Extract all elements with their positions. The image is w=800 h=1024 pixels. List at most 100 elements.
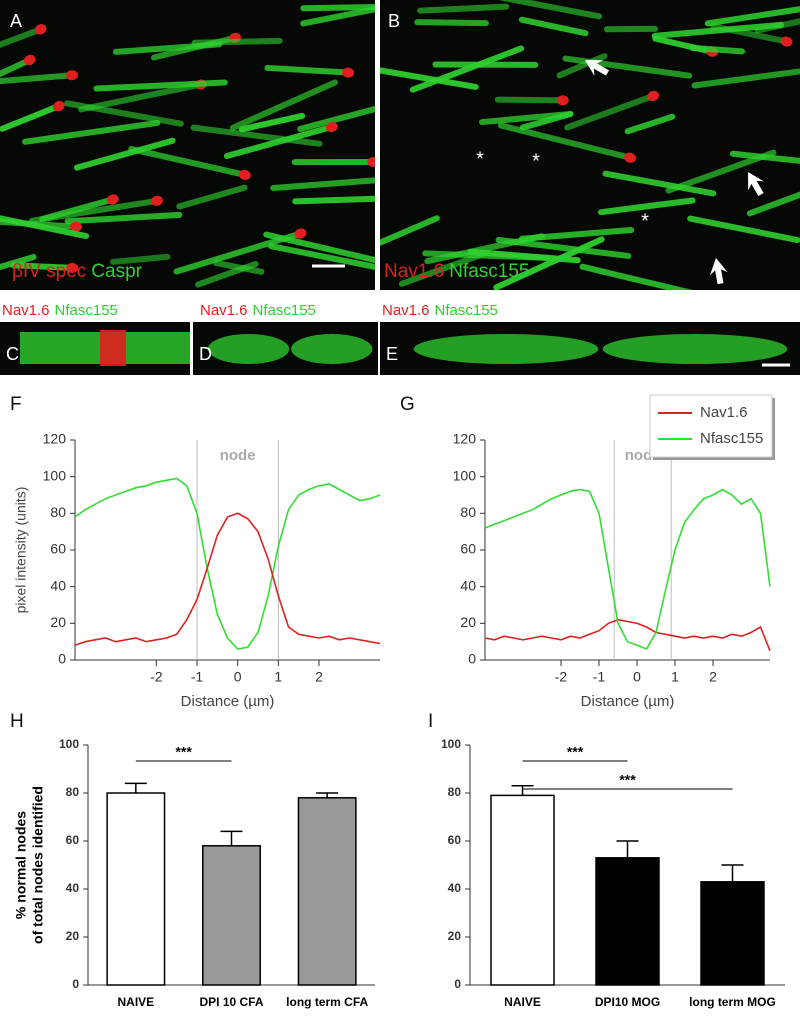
y-axis-label: % normal nodes xyxy=(13,811,29,919)
bar xyxy=(490,794,555,986)
x-tick-label: -1 xyxy=(593,669,606,685)
x-tick-label: 1 xyxy=(671,669,679,685)
panel-label: D xyxy=(199,344,212,364)
stain-label: Nav1.6 Nfasc155 xyxy=(2,302,118,319)
axon-segment xyxy=(414,19,489,27)
axon-segment xyxy=(380,215,440,270)
y-tick-label: 0 xyxy=(454,977,461,991)
y-tick-label: 20 xyxy=(66,929,80,943)
panel-label: F xyxy=(10,394,22,415)
axon-segment xyxy=(10,262,73,271)
y-tick-label: 40 xyxy=(50,577,66,593)
axon-segment xyxy=(93,79,228,92)
stain-name: Nav1.6 xyxy=(384,261,444,282)
axon-segment xyxy=(0,254,37,281)
legend-label: Nfasc155 xyxy=(700,430,763,447)
axon-segment xyxy=(398,249,490,287)
axon-segment xyxy=(494,96,563,104)
node-stain xyxy=(66,70,79,81)
significance-label: *** xyxy=(619,772,636,788)
error-bar xyxy=(220,830,243,846)
axon-segment xyxy=(264,64,349,76)
y-tick-label: 20 xyxy=(448,929,462,943)
error-bar xyxy=(124,782,147,793)
stain-name: Nfasc155 xyxy=(435,302,498,319)
y-tick-label: 80 xyxy=(448,785,462,799)
paranode xyxy=(602,334,788,364)
bar xyxy=(297,797,357,986)
y-tick-label: 60 xyxy=(66,833,80,847)
axon-segment xyxy=(195,260,259,288)
axon-segment xyxy=(493,236,605,290)
axon-segment xyxy=(300,3,375,12)
x-tick-label: -1 xyxy=(191,669,204,685)
line-series xyxy=(484,618,771,652)
axon-segment xyxy=(0,209,90,240)
bar xyxy=(700,881,765,986)
y-tick-label: 100 xyxy=(43,467,67,483)
axon-segment xyxy=(0,58,30,86)
axon-segment xyxy=(478,111,574,126)
axon-segment xyxy=(64,100,184,127)
stain-name: βIV spec xyxy=(12,261,86,282)
x-tick-label: NAIVE xyxy=(117,995,154,1009)
axon-segment xyxy=(380,62,479,90)
node-stain xyxy=(342,67,355,78)
x-tick-label: 0 xyxy=(234,669,242,685)
x-tick-label: 0 xyxy=(633,669,641,685)
asterisk: * xyxy=(476,148,484,170)
stain-name: Nfasc155 xyxy=(253,302,316,319)
stain-name: Nav1.6 xyxy=(200,302,248,319)
y-tick-label: 0 xyxy=(72,977,79,991)
axon-segment xyxy=(229,79,338,131)
arrow xyxy=(709,258,728,285)
y-tick-label: 40 xyxy=(448,881,462,895)
y-tick-label: 120 xyxy=(453,431,477,447)
y-tick-label: 40 xyxy=(66,881,80,895)
error-bar xyxy=(316,792,339,798)
asterisk: * xyxy=(641,210,649,232)
axon-segment xyxy=(665,149,777,194)
x-tick-label: -2 xyxy=(150,669,163,685)
axon-segment xyxy=(22,119,161,145)
axon-segment xyxy=(268,243,375,274)
axon-segment xyxy=(689,44,746,55)
panel-label: C xyxy=(6,344,19,364)
y-tick-label: 100 xyxy=(441,737,461,751)
y-tick-label: 80 xyxy=(460,504,476,520)
axon-segment xyxy=(128,146,245,178)
axon-segment xyxy=(518,227,635,242)
node-annotation: node xyxy=(220,447,256,464)
stain-name: Caspr xyxy=(91,261,142,282)
axon-segment xyxy=(238,112,306,133)
bar xyxy=(595,857,660,986)
node-stain xyxy=(325,121,338,133)
axon-segment xyxy=(0,104,59,132)
x-tick-label: 1 xyxy=(274,669,282,685)
axon-segment xyxy=(491,0,603,20)
significance-label: *** xyxy=(175,744,192,760)
axon-segment xyxy=(651,21,785,39)
micrograph-content xyxy=(20,330,190,366)
y-tick-label: 0 xyxy=(468,651,476,667)
axon-segment xyxy=(422,250,551,261)
axon-segment xyxy=(263,231,375,268)
axon-segment xyxy=(564,93,654,131)
paranode xyxy=(413,334,599,364)
axon-segment xyxy=(176,184,248,210)
line-series xyxy=(74,477,381,650)
bar xyxy=(106,792,166,986)
y-tick-label: 20 xyxy=(460,614,476,630)
panel-label: A xyxy=(10,11,22,31)
axon-segment xyxy=(292,194,375,205)
node-stain xyxy=(34,24,47,35)
stain-name: Nfasc155 xyxy=(55,302,118,319)
x-axis-label: Distance (µm) xyxy=(181,693,275,710)
significance-label: *** xyxy=(567,744,584,760)
y-tick-label: 0 xyxy=(58,651,66,667)
axon-segment xyxy=(518,16,589,37)
line-series xyxy=(484,488,771,650)
node-stain xyxy=(106,194,119,205)
